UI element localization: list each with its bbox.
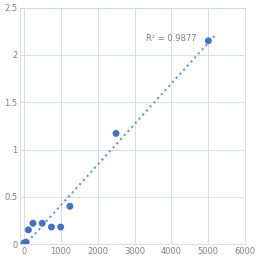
Point (68, 204, 72, 208)
Point (26, 228, 30, 232)
Point (206, 39, 210, 43)
Point (40, 221, 44, 225)
Point (22, 241, 26, 245)
Text: R² = 0.9877: R² = 0.9877 (146, 34, 196, 43)
Point (114, 131, 118, 135)
Point (49, 225, 54, 229)
Point (31, 221, 35, 225)
Point (58, 225, 63, 229)
Point (24, 240, 28, 244)
